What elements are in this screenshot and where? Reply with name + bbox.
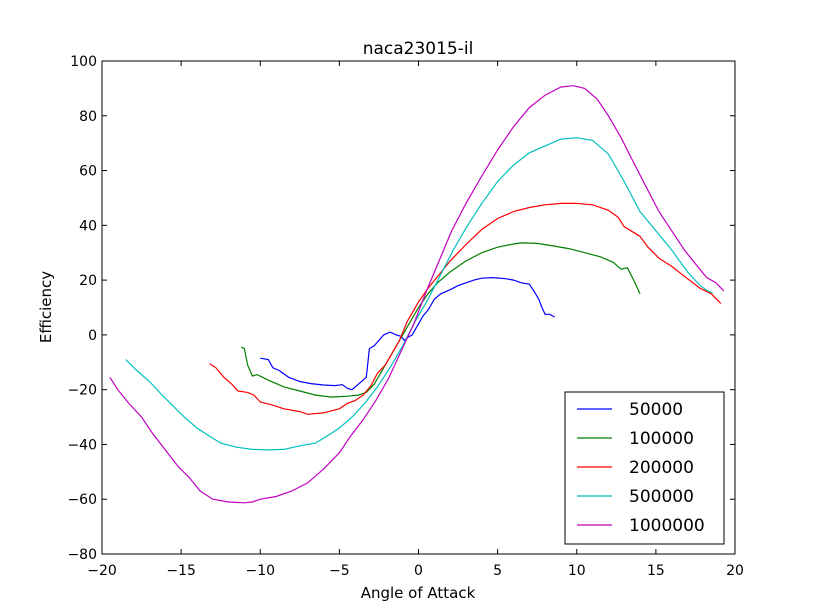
y-tick-label: 40 — [79, 218, 97, 234]
x-tick-label: 10 — [568, 563, 586, 579]
legend-label: 100000 — [629, 429, 694, 449]
x-axis-label: Angle of Attack — [361, 584, 476, 602]
series-line-200000 — [209, 202, 722, 415]
series-layer — [109, 85, 725, 504]
legend-label: 50000 — [629, 400, 683, 420]
legend: 50000 100000 200000 500000 1000000 — [564, 391, 725, 545]
y-tick-label: 20 — [79, 273, 97, 289]
legend-label: 200000 — [629, 458, 694, 478]
series-line-1000000 — [109, 85, 725, 504]
x-tick-label: −5 — [329, 563, 350, 579]
plot-frame — [101, 60, 736, 555]
legend-label: 1000000 — [629, 516, 705, 536]
y-tick-label: 0 — [88, 328, 97, 344]
y-tick-label: 100 — [70, 54, 97, 70]
x-tick-label: −20 — [87, 563, 117, 579]
axis-layer: −20 −15 −10 −5 0 5 10 15 20 −80 −60 −40 −20 0 20 40 60 80… — [67, 54, 743, 579]
x-tick-label: 20 — [726, 563, 744, 579]
x-tick-label: −15 — [166, 563, 196, 579]
y-tick-label: −20 — [67, 383, 97, 399]
x-tick-label: 0 — [414, 563, 423, 579]
legend-box — [564, 391, 725, 545]
y-tick-label: 60 — [79, 164, 97, 180]
x-tick-label: −10 — [245, 563, 275, 579]
y-axis-label: Efficiency — [37, 271, 55, 343]
y-tick-label: −60 — [67, 492, 97, 508]
series-line-100000 — [241, 242, 641, 398]
y-tick-label: 80 — [79, 109, 97, 125]
x-tick-label: 5 — [493, 563, 502, 579]
chart-title: naca23015-il — [363, 39, 474, 59]
x-tick-label: 15 — [647, 563, 665, 579]
y-tick-label: −40 — [67, 437, 97, 453]
legend-label: 500000 — [629, 487, 694, 507]
y-tick-label: −80 — [67, 547, 97, 563]
